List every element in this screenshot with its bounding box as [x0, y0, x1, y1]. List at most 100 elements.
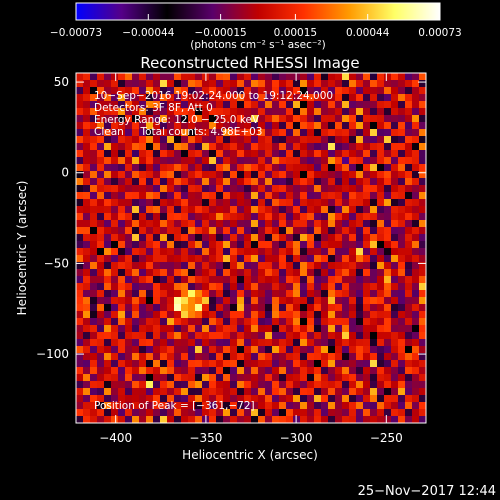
heatmap-cell — [279, 416, 287, 423]
heatmap-cell — [132, 108, 140, 116]
heatmap-cell — [202, 248, 210, 256]
heatmap-cell — [370, 360, 378, 368]
heatmap-cell — [244, 220, 252, 228]
heatmap-cell — [356, 381, 364, 389]
heatmap-cell — [412, 367, 420, 375]
heatmap-cell — [97, 318, 105, 326]
heatmap-cell — [405, 325, 413, 333]
heatmap-cell — [272, 87, 280, 95]
heatmap-cell — [356, 297, 364, 305]
heatmap-cell — [174, 94, 182, 102]
heatmap-cell — [216, 318, 224, 326]
heatmap-cell — [279, 297, 287, 305]
heatmap-cell — [293, 367, 301, 375]
heatmap-cell — [391, 227, 399, 235]
heatmap-cell — [377, 94, 385, 102]
heatmap-cell — [279, 227, 287, 235]
heatmap-cell — [300, 192, 308, 200]
heatmap-cell — [377, 318, 385, 326]
heatmap-cell — [125, 178, 133, 186]
heatmap-cell — [258, 164, 266, 172]
heatmap-cell — [209, 80, 217, 88]
heatmap-cell — [300, 346, 308, 354]
heatmap-cell — [272, 416, 280, 423]
heatmap-cell — [167, 297, 175, 305]
heatmap-cell — [398, 122, 406, 130]
heatmap-cell — [349, 248, 357, 256]
heatmap-cell — [412, 87, 420, 95]
heatmap-cell — [349, 374, 357, 382]
heatmap-cell — [412, 374, 420, 382]
heatmap-cell — [391, 122, 399, 130]
heatmap-cell — [412, 101, 420, 109]
heatmap-cell — [356, 332, 364, 340]
heatmap-cell — [230, 220, 238, 228]
heatmap-cell — [244, 332, 252, 340]
heatmap-cell — [104, 367, 112, 375]
heatmap-cell — [370, 220, 378, 228]
heatmap-cell — [349, 185, 357, 193]
heatmap-cell — [279, 283, 287, 291]
heatmap-cell — [160, 101, 168, 109]
heatmap-cell — [384, 276, 392, 284]
heatmap-cell — [139, 185, 147, 193]
heatmap-cell — [230, 325, 238, 333]
heatmap-cell — [363, 290, 371, 298]
heatmap-cell — [356, 360, 364, 368]
heatmap-cell — [377, 248, 385, 256]
heatmap-cell — [181, 192, 189, 200]
heatmap-cell — [370, 367, 378, 375]
heatmap-cell — [188, 73, 196, 81]
heatmap-cell — [286, 122, 294, 130]
heatmap-cell — [391, 206, 399, 214]
heatmap-cell — [83, 234, 91, 242]
heatmap-cell — [342, 178, 350, 186]
heatmap-cell — [132, 129, 140, 137]
heatmap-cell — [174, 353, 182, 361]
heatmap-cell — [230, 115, 238, 123]
heatmap-cell — [293, 185, 301, 193]
heatmap-cell — [104, 409, 112, 417]
heatmap-cell — [139, 227, 147, 235]
colorbar-ticks: −0.00073 −0.00044 −0.00015 0.00015 0.00044 0.… — [50, 14, 462, 39]
heatmap-cell — [251, 311, 259, 319]
heatmap-cell — [342, 150, 350, 158]
heatmap-cell — [237, 262, 245, 270]
heatmap-cell — [167, 171, 175, 179]
heatmap-cell — [342, 269, 350, 277]
heatmap-cell — [300, 297, 308, 305]
heatmap-cell — [272, 318, 280, 326]
heatmap-cell — [258, 171, 266, 179]
heatmap-cell — [97, 262, 105, 270]
heatmap-cell — [293, 178, 301, 186]
heatmap-cell — [335, 122, 343, 130]
heatmap-cell — [335, 199, 343, 207]
heatmap-cell — [237, 108, 245, 116]
heatmap-cell — [307, 171, 315, 179]
heatmap-cell — [335, 388, 343, 396]
heatmap-cell — [195, 94, 203, 102]
heatmap-cell — [174, 304, 182, 312]
heatmap-cell — [412, 136, 420, 144]
heatmap-cell — [279, 185, 287, 193]
heatmap-cell — [307, 353, 315, 361]
heatmap-cell — [160, 220, 168, 228]
heatmap-cell — [181, 290, 189, 298]
heatmap-cell — [174, 381, 182, 389]
heatmap-cell — [139, 395, 147, 403]
heatmap-cell — [272, 178, 280, 186]
heatmap-cell — [398, 332, 406, 340]
heatmap-cell — [83, 220, 91, 228]
heatmap-cell — [132, 395, 140, 403]
heatmap-cell — [160, 290, 168, 298]
heatmap-cell — [384, 115, 392, 123]
heatmap-cell — [139, 150, 147, 158]
heatmap-cell — [237, 346, 245, 354]
heatmap-cell — [272, 332, 280, 340]
heatmap-cell — [244, 73, 252, 81]
heatmap-cell — [202, 178, 210, 186]
heatmap-cell — [307, 262, 315, 270]
heatmap-cell — [363, 360, 371, 368]
heatmap-cell — [237, 290, 245, 298]
heatmap-cell — [349, 157, 357, 165]
